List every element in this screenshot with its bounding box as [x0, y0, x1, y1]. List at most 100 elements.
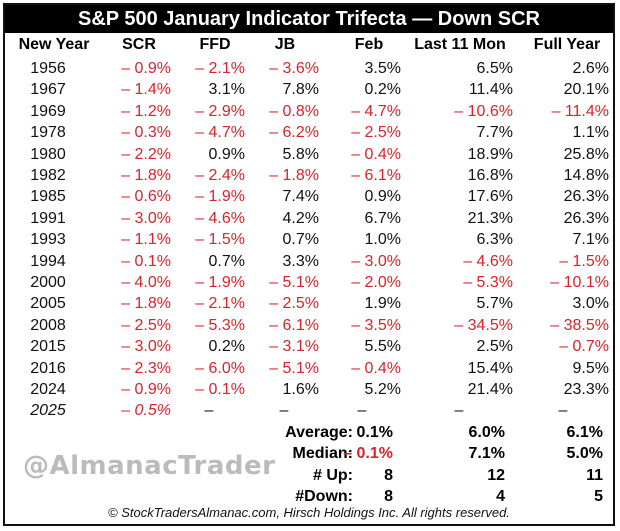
table-cell-feb: 6.7%: [364, 209, 401, 227]
table-cell-scr: – 1.8%: [121, 295, 171, 313]
table-cell-full-year: – 1.5%: [559, 252, 609, 270]
table-cell-full-year: – 11.4%: [551, 102, 609, 120]
table-row: 2025 – 0.5% – – – – –: [5, 402, 613, 423]
table-cell-new-year: 1969: [30, 102, 66, 120]
table-cell-new-year: 2024: [30, 381, 66, 398]
table-row: 1994 – 0.1% 0.7% 3.3% – 3.0% – 4.6% – 1.5%: [5, 253, 613, 274]
table-cell-feb: 1.9%: [364, 295, 401, 313]
header-feb: Feb: [354, 36, 384, 53]
table-cell-full-year: 9.5%: [572, 359, 609, 377]
table-cell-last-11-mon: 7.7%: [476, 124, 513, 142]
table-cell-ffd: – 0.1%: [195, 381, 245, 398]
table-row: 2016 – 2.3% – 6.0% – 5.1% – 0.4% 15.4% 9.5%: [5, 360, 613, 381]
summary-full-year: 6.1%: [566, 424, 603, 441]
table-row: 1985 – 0.6% – 1.9% 7.4% 0.9% 17.6% 26.3%: [5, 188, 613, 209]
table-cell-scr: – 2.3%: [121, 359, 171, 377]
table-cell-full-year: 3.0%: [572, 295, 609, 313]
table-cell-ffd: 0.9%: [208, 145, 245, 163]
table-cell-last-11-mon: 21.3%: [467, 209, 513, 227]
table-cell-scr: – 0.3%: [121, 124, 171, 142]
table-cell-jb: – 5.1%: [269, 274, 319, 291]
table-cell-last-11-mon: 2.5%: [476, 338, 513, 356]
table-cell-feb: –: [357, 402, 367, 420]
table-cell-new-year: 2005: [30, 295, 66, 313]
table-cell-jb: – 2.5%: [269, 295, 319, 313]
table-cell-last-11-mon: 5.7%: [476, 295, 513, 313]
summary-label: Average:: [285, 424, 353, 441]
table-cell-new-year: 1982: [30, 167, 66, 184]
summary-row: #Down: 8 4 5: [5, 488, 613, 509]
table-cell-scr: – 2.5%: [121, 316, 171, 334]
table-row: 1969 – 1.2% – 2.9% – 0.8% – 4.7% – 10.6% – 11.…: [5, 103, 613, 124]
table-cell-ffd: –: [204, 402, 214, 420]
table-cell-feb: 5.2%: [364, 381, 401, 398]
table-cell-feb: – 3.5%: [351, 316, 401, 334]
table-header: New Year SCR FFD JB Feb Last 11 Mon Full…: [5, 36, 613, 58]
header-new-year: New Year: [18, 36, 90, 53]
table-cell-scr: – 3.0%: [121, 338, 171, 356]
table-cell-ffd: – 1.5%: [195, 231, 245, 249]
table-row: 1991 – 3.0% – 4.6% 4.2% 6.7% 21.3% 26.3%: [5, 210, 613, 231]
table-frame: S&P 500 January Indicator Trifecta — Dow…: [3, 3, 615, 526]
table-cell-last-11-mon: – 34.5%: [454, 316, 513, 334]
table-row: 2015 – 3.0% 0.2% – 3.1% 5.5% 2.5% – 0.7%: [5, 338, 613, 359]
table-cell-ffd: – 5.3%: [195, 316, 245, 334]
table-cell-full-year: – 10.1%: [550, 274, 609, 291]
table-cell-ffd: – 4.6%: [195, 209, 245, 227]
table-cell-scr: – 0.1%: [121, 252, 171, 270]
table-cell-jb: – 3.1%: [269, 338, 319, 356]
table-row: 2005 – 1.8% – 2.1% – 2.5% 1.9% 5.7% 3.0%: [5, 295, 613, 316]
table-cell-last-11-mon: 21.4%: [467, 381, 513, 398]
table-cell-full-year: –: [558, 402, 568, 420]
table-cell-last-11-mon: 17.6%: [467, 188, 513, 206]
table-row: 2008 – 2.5% – 5.3% – 6.1% – 3.5% – 34.5% – 38.…: [5, 317, 613, 338]
table-cell-jb: 1.6%: [282, 381, 319, 398]
summary-full-year: 11: [586, 466, 603, 484]
table-cell-ffd: – 2.1%: [195, 295, 245, 313]
summary-label: # Up:: [313, 466, 353, 484]
table-cell-jb: 5.8%: [282, 145, 319, 163]
table-cell-full-year: 25.8%: [563, 145, 609, 163]
table-row: 1978 – 0.3% – 4.7% – 6.2% – 2.5% 7.7% 1.1%: [5, 124, 613, 145]
summary-row: Median: – 0.1% 7.1% 5.0%: [5, 445, 613, 466]
table-cell-last-11-mon: 18.9%: [467, 145, 513, 163]
table-cell-full-year: 23.3%: [563, 381, 609, 398]
table-row: 1993 – 1.1% – 1.5% 0.7% 1.0% 6.3% 7.1%: [5, 231, 613, 252]
table-cell-last-11-mon: 6.5%: [476, 60, 513, 77]
table-cell-new-year: 1956: [30, 60, 66, 77]
table-cell-full-year: 26.3%: [563, 188, 609, 206]
table-cell-full-year: 1.1%: [572, 124, 609, 142]
table-cell-feb: – 0.4%: [351, 359, 401, 377]
summary-last-11-mon: 7.1%: [468, 445, 505, 463]
table-cell-jb: – 6.2%: [269, 124, 319, 142]
table-cell-ffd: – 1.9%: [195, 188, 245, 206]
summary-last-11-mon: 12: [487, 466, 505, 484]
table-cell-scr: – 2.2%: [121, 145, 171, 163]
table-cell-scr: – 1.2%: [121, 102, 171, 120]
table-cell-feb: – 2.5%: [351, 124, 401, 142]
table-cell-jb: 7.4%: [282, 188, 319, 206]
table-cell-last-11-mon: –: [454, 402, 464, 420]
header-last-11-mon: Last 11 Mon: [414, 36, 506, 53]
copyright-footer: © StockTradersAlmanac.com, Hirsch Holdin…: [108, 505, 510, 520]
table-cell-feb: 0.9%: [364, 188, 401, 206]
summary-feb: 8: [384, 466, 393, 484]
table-cell-last-11-mon: – 4.6%: [463, 252, 513, 270]
table-cell-last-11-mon: – 5.3%: [463, 274, 513, 291]
table-cell-jb: 0.7%: [282, 231, 319, 249]
table-cell-scr: – 0.5%: [121, 402, 171, 420]
watermark-logo: @AlmanacTrader: [23, 451, 276, 481]
table-cell-full-year: 2.6%: [572, 60, 609, 77]
table-cell-feb: – 2.0%: [351, 274, 401, 291]
table-cell-ffd: 0.2%: [208, 338, 245, 356]
table-cell-scr: – 1.1%: [121, 231, 171, 249]
table-cell-new-year: 1991: [30, 209, 66, 227]
table-cell-new-year: 1985: [30, 188, 66, 206]
summary-last-11-mon: 6.0%: [468, 424, 505, 441]
table-cell-scr: – 0.9%: [121, 60, 171, 77]
table-row: 1967 – 1.4% 3.1% 7.8% 0.2% 11.4% 20.1%: [5, 81, 613, 102]
table-cell-scr: – 3.0%: [121, 209, 171, 227]
header-ffd: FFD: [199, 36, 231, 53]
table-cell-full-year: 26.3%: [563, 209, 609, 227]
table-cell-last-11-mon: 11.4%: [468, 81, 513, 99]
